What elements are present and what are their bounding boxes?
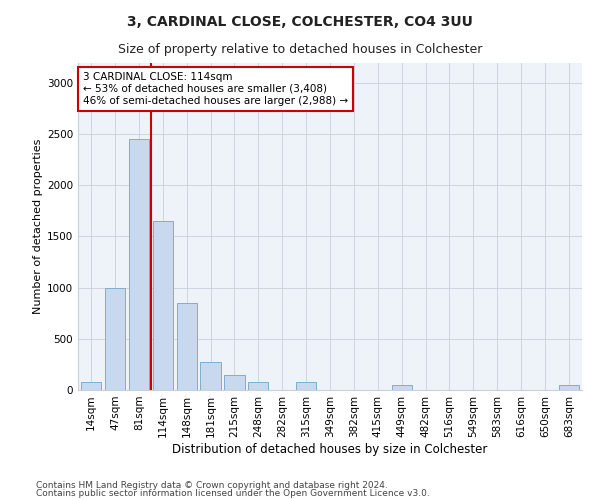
Text: Contains public sector information licensed under the Open Government Licence v3: Contains public sector information licen… — [36, 489, 430, 498]
Bar — [176, 303, 197, 390]
Bar — [248, 382, 268, 390]
X-axis label: Distribution of detached houses by size in Colchester: Distribution of detached houses by size … — [172, 442, 488, 456]
Bar — [296, 382, 316, 390]
Text: Contains HM Land Registry data © Crown copyright and database right 2024.: Contains HM Land Registry data © Crown c… — [36, 480, 388, 490]
Text: 3 CARDINAL CLOSE: 114sqm
← 53% of detached houses are smaller (3,408)
46% of sem: 3 CARDINAL CLOSE: 114sqm ← 53% of detach… — [83, 72, 348, 106]
Bar — [81, 382, 101, 390]
Bar — [224, 374, 245, 390]
Bar — [559, 386, 579, 390]
Bar — [129, 140, 149, 390]
Text: 3, CARDINAL CLOSE, COLCHESTER, CO4 3UU: 3, CARDINAL CLOSE, COLCHESTER, CO4 3UU — [127, 15, 473, 29]
Bar — [392, 386, 412, 390]
Text: Size of property relative to detached houses in Colchester: Size of property relative to detached ho… — [118, 42, 482, 56]
Bar — [105, 288, 125, 390]
Bar — [152, 221, 173, 390]
Bar — [200, 362, 221, 390]
Y-axis label: Number of detached properties: Number of detached properties — [33, 138, 43, 314]
